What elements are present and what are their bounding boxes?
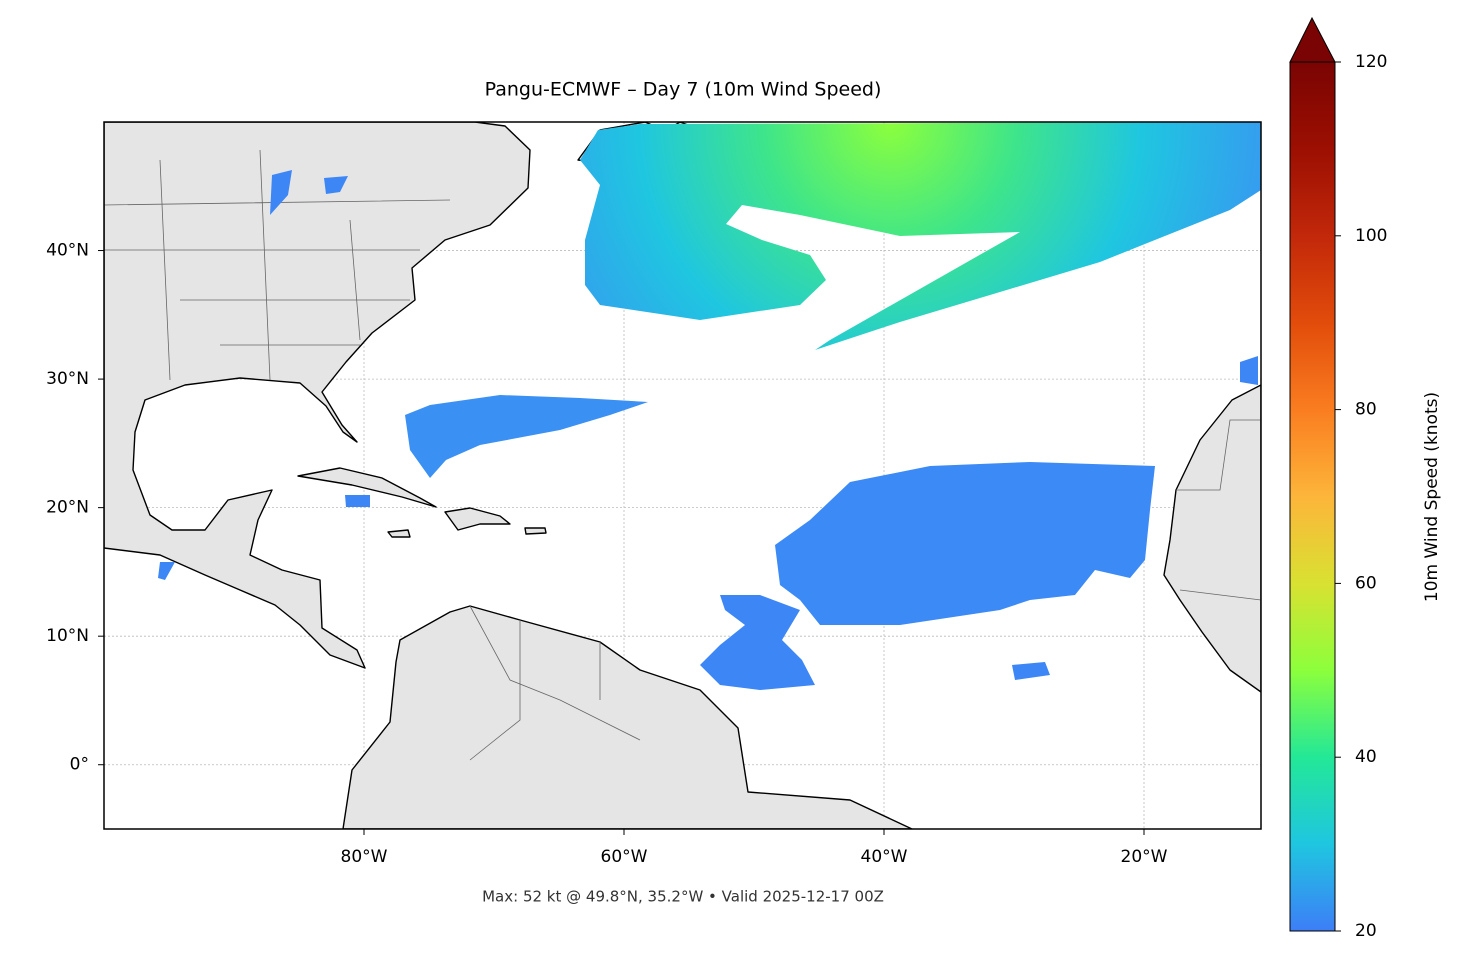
wind-region [580, 122, 1261, 350]
x-tick-label: 20°W [1121, 847, 1168, 867]
colorbar-tick-label: 80 [1355, 400, 1377, 420]
map-area [104, 122, 1261, 829]
puerto-rico [524, 527, 547, 535]
map-frame [103, 121, 1262, 830]
x-tick-label: 60°W [601, 847, 648, 867]
colorbar-tick-label: 120 [1355, 52, 1387, 72]
chart-title: Pangu-ECMWF – Day 7 (10m Wind Speed) [485, 79, 882, 101]
y-tick-label: 20°N [46, 498, 89, 518]
annotation: Max: 52 kt @ 49.8°N, 35.2°W • Valid 2025… [482, 888, 884, 906]
colorbar-tick-label: 60 [1355, 573, 1377, 593]
wind-region [775, 462, 1155, 625]
y-tick-label: 0° [70, 755, 89, 775]
colorbar-tick-label: 40 [1355, 747, 1377, 767]
north-america [104, 122, 531, 669]
wind-region [405, 395, 648, 478]
colorbar-extend [1289, 16, 1336, 63]
jamaica [387, 529, 411, 538]
south-america [342, 605, 913, 829]
y-tick-label: 10°N [46, 626, 89, 646]
colorbar-gradient [1289, 61, 1336, 932]
colorbar: 10m Wind Speed (knots) 20 40 60 80 100 120 [1289, 16, 1442, 941]
cuba [297, 467, 437, 508]
colorbar-tick-label: 20 [1355, 921, 1377, 941]
wind-region [700, 595, 815, 690]
colorbar-label: 10m Wind Speed (knots) [1422, 392, 1442, 602]
country-borders [469, 419, 1261, 761]
x-tick-label: 80°W [341, 847, 388, 867]
y-tick-label: 40°N [46, 241, 89, 261]
africa [1163, 384, 1261, 693]
y-tick-label: 30°N [46, 369, 89, 389]
colorbar-tick-label: 100 [1355, 226, 1387, 246]
x-tick-label: 40°W [861, 847, 908, 867]
hispaniola [444, 507, 511, 531]
